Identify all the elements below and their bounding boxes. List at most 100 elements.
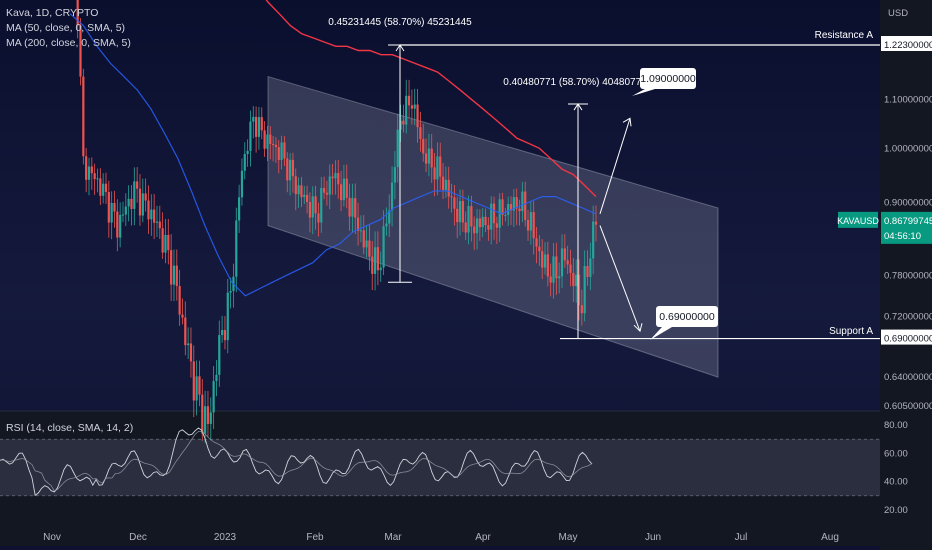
candle-body-89 [322, 188, 326, 193]
candle-body-6 [87, 166, 91, 180]
candle-body-90 [325, 192, 329, 195]
candle-body-110 [382, 226, 385, 268]
candle-body-73 [277, 147, 280, 160]
time-tick-5: Apr [475, 532, 491, 543]
candle-body-33 [164, 234, 167, 253]
time-tick-2: 2023 [214, 532, 237, 543]
price-tick-0: 1.22300000 [884, 40, 932, 51]
candle-body-69 [266, 134, 269, 149]
time-tick-8: Jul [735, 532, 748, 543]
rsi-sma-line [0, 430, 593, 492]
candle-body-177 [572, 272, 575, 287]
candle-body-93 [334, 173, 337, 179]
candle-body-155 [509, 204, 513, 211]
candle-body-30 [155, 221, 159, 223]
candle-body-68 [263, 130, 266, 149]
candle-body-66 [257, 117, 261, 137]
candle-body-115 [396, 129, 399, 168]
candle-body-63 [249, 121, 252, 151]
candle-body-88 [320, 188, 323, 223]
candle-body-137 [458, 201, 462, 223]
symbol-label: KAVAUSD [837, 216, 879, 226]
candle-body-103 [362, 230, 365, 248]
candle-body-35 [170, 250, 173, 285]
candle-body-5 [85, 156, 88, 180]
candle-body-95 [339, 184, 343, 201]
candle-body-119 [407, 95, 411, 106]
rsi-band [0, 439, 880, 496]
candle-body-23 [136, 181, 139, 189]
candle-body-105 [368, 240, 371, 257]
candle-body-140 [467, 206, 470, 233]
time-tick-4: Mar [384, 532, 402, 543]
candle-body-125 [424, 153, 428, 164]
candle-body-12 [104, 183, 108, 193]
candle-body-65 [255, 116, 258, 137]
rsi-line [0, 427, 593, 497]
candle-body-139 [464, 222, 467, 233]
candle-body-185 [594, 221, 598, 225]
candle-body-44 [195, 376, 198, 401]
candle-body-163 [532, 212, 535, 239]
candle-body-59 [238, 197, 241, 221]
price-tick-2: 1.00000000 [884, 143, 932, 154]
candle-body-98 [348, 197, 351, 217]
candle-body-162 [529, 212, 532, 231]
candle-body-161 [526, 220, 530, 231]
candle-body-34 [167, 234, 170, 251]
candle-body-4 [82, 76, 85, 157]
candle-body-143 [475, 218, 479, 234]
price-tick-7: 0.64000000 [884, 372, 932, 383]
candle-body-106 [371, 256, 374, 274]
candle-body-13 [107, 192, 110, 223]
candle-body-129 [436, 156, 439, 180]
candle-body-167 [543, 254, 547, 268]
candle-body-146 [484, 216, 487, 226]
candle-body-107 [373, 247, 377, 274]
time-tick-7: Jun [645, 532, 661, 543]
candle-body-149 [492, 203, 496, 224]
legend-ma200: MA (200, close, 0, SMA, 5) [6, 37, 131, 49]
rsi-title: RSI (14, close, SMA, 14, 2) [6, 422, 134, 434]
rsi-tick-0: 80.00 [884, 420, 908, 431]
candle-body-183 [589, 258, 592, 277]
candle-body-100 [354, 198, 357, 218]
candle-body-20 [127, 198, 130, 207]
candle-body-18 [121, 214, 125, 216]
candle-body-135 [453, 197, 456, 209]
candle-body-113 [390, 182, 394, 211]
candle-body-67 [260, 117, 263, 131]
candle-body-169 [549, 276, 552, 283]
candle-body-97 [345, 178, 348, 198]
candle-body-144 [478, 218, 481, 228]
candle-body-41 [187, 343, 190, 346]
candle-body-85 [311, 196, 314, 218]
target-down-pointer [650, 327, 672, 340]
candle-body-54 [223, 330, 227, 341]
candle-body-28 [150, 209, 153, 220]
candle-body-78 [291, 159, 295, 177]
candle-body-81 [300, 185, 303, 198]
candle-body-91 [328, 176, 331, 195]
candle-body-171 [555, 256, 558, 279]
candle-body-9 [96, 178, 99, 180]
candle-body-131 [441, 176, 445, 190]
candle-body-120 [410, 105, 413, 109]
candle-body-126 [427, 148, 430, 164]
candle-body-96 [342, 178, 346, 201]
candle-body-136 [456, 208, 459, 223]
candle-body-26 [144, 193, 147, 201]
candle-body-38 [178, 285, 181, 315]
candle-body-80 [297, 185, 300, 195]
candle-body-3 [79, 25, 82, 77]
candle-body-72 [274, 144, 278, 148]
price-tick-box-6 [881, 329, 932, 345]
candle-body-64 [252, 116, 255, 122]
candle-body-47 [204, 406, 207, 434]
candle-body-84 [308, 201, 312, 218]
candle-body-170 [552, 256, 555, 283]
candle-body-175 [566, 260, 569, 265]
chart-title: Kava, 1D, CRYPTO [6, 7, 99, 19]
candle-body-16 [116, 211, 119, 238]
last-price-label: 0.86799745 [884, 216, 932, 227]
